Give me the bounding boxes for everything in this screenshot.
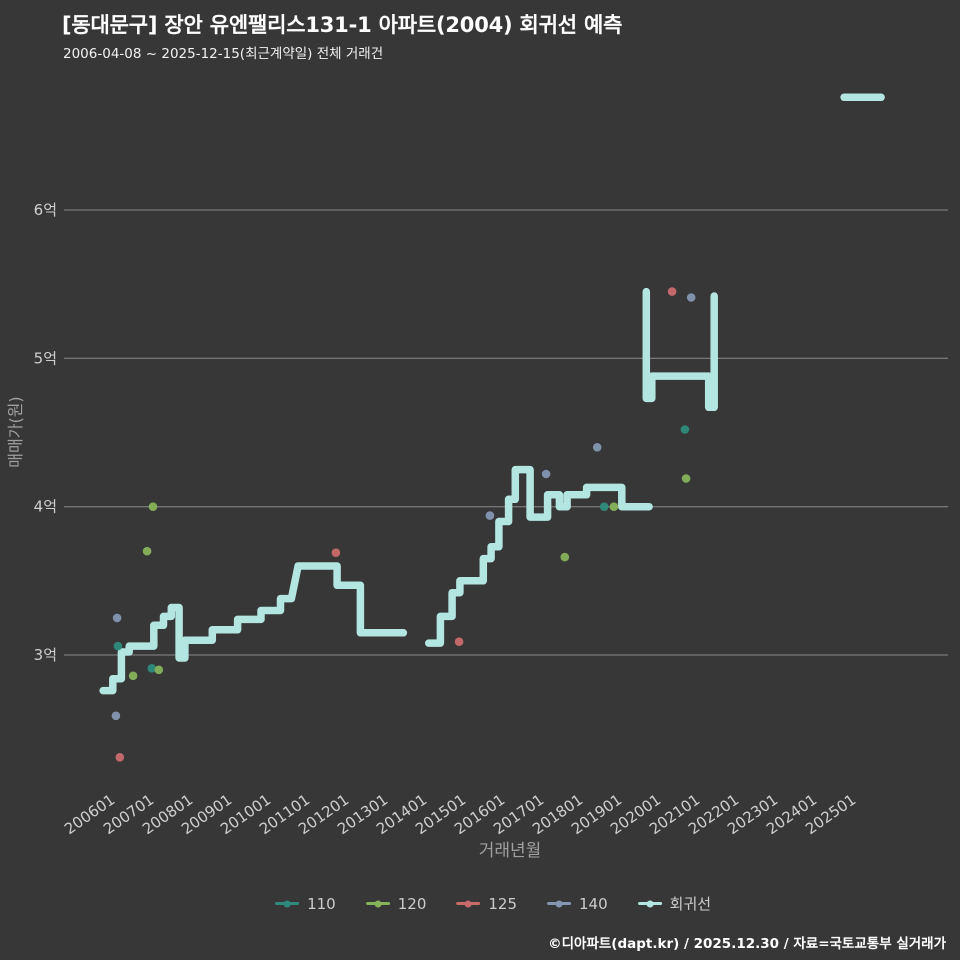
legend-marker-icon (275, 900, 300, 907)
regression-line (642, 287, 718, 412)
scatter-point-140 (686, 293, 696, 302)
x-axis-title: 거래년월 (479, 841, 542, 861)
scatter-point-140 (111, 711, 121, 721)
legend-marker-icon (637, 900, 662, 907)
regression-line (99, 562, 408, 695)
scatter-point-120 (148, 502, 158, 512)
legend-marker-icon (365, 900, 390, 907)
regression-line (424, 465, 653, 647)
scatter-point-120 (128, 671, 138, 681)
scatter-point-110 (147, 664, 157, 673)
scatter-point-120 (681, 474, 691, 483)
y-axis-title: 매매가(원) (6, 396, 25, 467)
scatter-point-120 (142, 546, 152, 556)
legend-item-140: 140 (547, 895, 608, 913)
scatter-point-140 (592, 443, 602, 452)
legend-label: 125 (488, 894, 518, 913)
scatter-point-125 (667, 287, 677, 296)
scatter-point-120 (609, 502, 619, 512)
scatter-point-140 (485, 511, 495, 520)
legend-marker-icon (547, 900, 572, 907)
legend-label: 120 (397, 894, 427, 913)
scatter-point-120 (560, 552, 570, 562)
legend-item-125: 125 (456, 895, 517, 913)
legend-label: 110 (307, 894, 336, 913)
legend-item-회귀선: 회귀선 (637, 893, 712, 914)
legend-item-120: 120 (365, 894, 427, 913)
scatter-point-110 (680, 425, 690, 434)
legend-marker-icon (456, 900, 481, 907)
legend-label: 140 (579, 894, 608, 913)
scatter-point-110 (599, 502, 609, 512)
footer-credit: ©디아파트(dapt.kr) / 2025.12.30 / 자료=국토교통부 실… (548, 936, 946, 952)
scatter-point-140 (541, 469, 551, 479)
scatter-point-125 (454, 637, 464, 646)
chart-subtitle: 2006-04-08 ~ 2025-12-15(최근계약일) 전체 거래건 (63, 46, 384, 62)
y-tick-label: 6억 (34, 201, 57, 219)
scatter-point-125 (115, 753, 125, 762)
legend-item-110: 110 (275, 895, 336, 913)
legend: 110 120 125 140 회귀선 (275, 893, 711, 914)
legend-label: 회귀선 (669, 895, 712, 913)
scatter-point-125 (331, 548, 341, 557)
y-tick-label: 3억 (34, 646, 57, 664)
chart-title: [동대문구] 장안 유엔팰리스131-1 아파트(2004) 회귀선 예측 (62, 13, 623, 37)
scatter-point-110 (113, 641, 123, 651)
scatter-point-120 (154, 665, 164, 675)
y-tick-label: 5억 (34, 349, 57, 367)
y-tick-label: 4억 (34, 498, 57, 516)
scatter-point-140 (112, 613, 122, 623)
